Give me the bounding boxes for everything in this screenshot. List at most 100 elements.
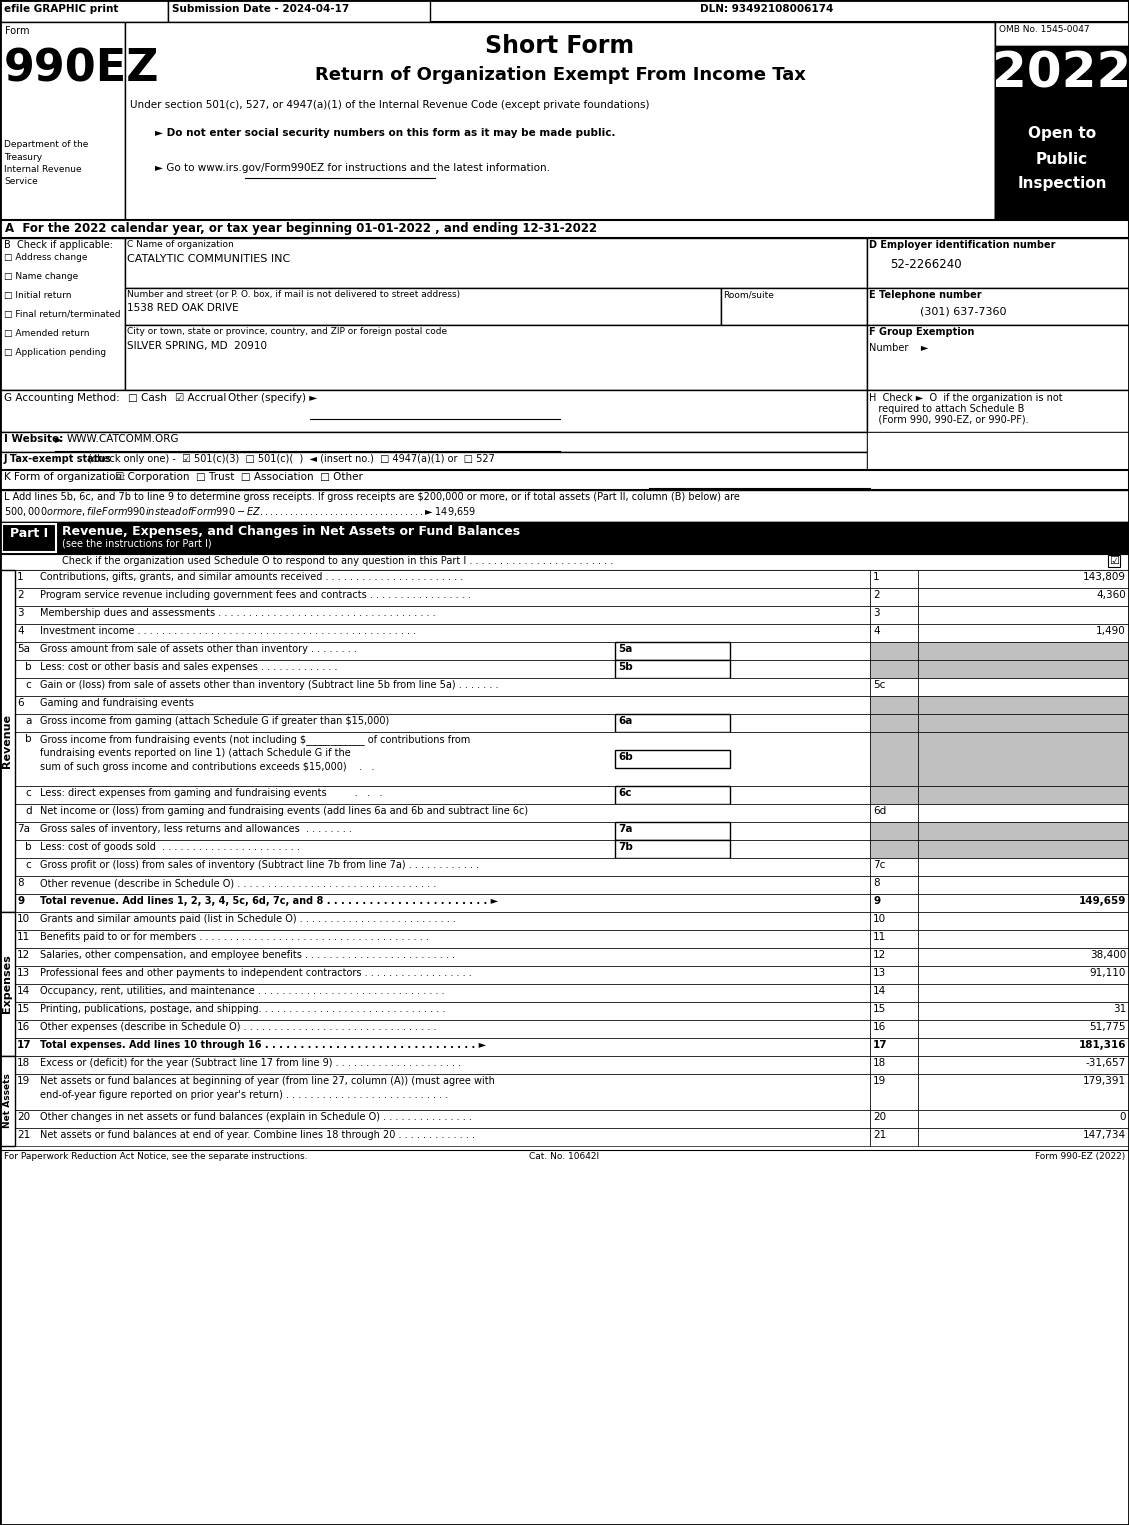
Text: Total revenue. Add lines 1, 2, 3, 4, 5c, 6d, 7c, and 8 . . . . . . . . . . . . .: Total revenue. Add lines 1, 2, 3, 4, 5c,… [40, 897, 498, 906]
Text: Less: direct expenses from gaming and fundraising events         .   .   .: Less: direct expenses from gaming and fu… [40, 788, 383, 798]
Text: 18: 18 [873, 1058, 886, 1068]
Bar [125, 325, 867, 390]
Bar [15, 965, 870, 984]
Bar [870, 570, 918, 589]
Bar [870, 1020, 918, 1039]
Bar [15, 894, 870, 912]
Bar [918, 785, 1129, 804]
Text: B  Check if applicable:: B Check if applicable: [5, 239, 113, 250]
Text: City or town, state or province, country, and ZIP or foreign postal code: City or town, state or province, country… [126, 326, 447, 336]
Text: $500,000 or more, file Form 990 instead of Form 990-EZ . . . . . . . . . . . . .: $500,000 or more, file Form 990 instead … [5, 505, 475, 518]
Bar [0, 390, 867, 432]
Bar [870, 1128, 918, 1145]
Bar [918, 624, 1129, 642]
Bar [870, 1055, 918, 1074]
Text: □ Amended return: □ Amended return [5, 329, 89, 339]
Text: Service: Service [5, 177, 37, 186]
Text: 15: 15 [873, 1003, 886, 1014]
Bar [15, 732, 870, 785]
Text: L Add lines 5b, 6c, and 7b to line 9 to determine gross receipts. If gross recei: L Add lines 5b, 6c, and 7b to line 9 to … [5, 493, 739, 502]
Text: Gross profit or (loss) from sales of inventory (Subtract line 7b from line 7a) .: Gross profit or (loss) from sales of inv… [40, 860, 479, 869]
Text: Other revenue (describe in Schedule O) . . . . . . . . . . . . . . . . . . . . .: Other revenue (describe in Schedule O) .… [40, 878, 436, 888]
Text: b: b [25, 842, 32, 852]
Bar [721, 288, 867, 325]
Bar [995, 46, 1129, 117]
Text: 8: 8 [873, 878, 879, 888]
Text: (301) 637-7360: (301) 637-7360 [920, 307, 1006, 316]
Bar [918, 605, 1129, 624]
Bar [15, 785, 870, 804]
Bar [15, 859, 870, 875]
Bar [867, 325, 1129, 390]
Bar [0, 490, 1129, 522]
Text: (Form 990, 990-EZ, or 990-PF).: (Form 990, 990-EZ, or 990-PF). [869, 415, 1029, 425]
Text: Cat. No. 10642I: Cat. No. 10642I [530, 1151, 599, 1161]
Text: 51,775: 51,775 [1089, 1022, 1126, 1032]
Text: Gross amount from sale of assets other than inventory . . . . . . . .: Gross amount from sale of assets other t… [40, 644, 357, 654]
Bar [0, 432, 867, 451]
Text: 5c: 5c [873, 680, 885, 689]
Text: Gain or (loss) from sale of assets other than inventory (Subtract line 5b from l: Gain or (loss) from sale of assets other… [40, 680, 499, 689]
Text: Other expenses (describe in Schedule O) . . . . . . . . . . . . . . . . . . . . : Other expenses (describe in Schedule O) … [40, 1022, 437, 1032]
Bar [870, 1002, 918, 1020]
Bar [918, 1128, 1129, 1145]
Bar [125, 238, 867, 288]
Text: 0: 0 [1120, 1112, 1126, 1122]
Text: Expenses: Expenses [2, 955, 12, 1014]
Bar [0, 470, 1129, 490]
Text: 20: 20 [873, 1112, 886, 1122]
Text: 13: 13 [873, 968, 886, 978]
Text: 10: 10 [17, 913, 30, 924]
Text: 5a: 5a [618, 644, 632, 654]
Text: DLN: 93492108006174: DLN: 93492108006174 [700, 5, 833, 14]
Bar [867, 432, 1129, 470]
Text: □ Cash: □ Cash [128, 393, 167, 403]
Text: OMB No. 1545-0047: OMB No. 1545-0047 [999, 24, 1089, 34]
Bar [125, 288, 721, 325]
Text: 6d: 6d [873, 807, 886, 816]
Text: 1538 RED OAK DRIVE: 1538 RED OAK DRIVE [126, 303, 238, 313]
Text: ☑ Corporation  □ Trust  □ Association  □ Other: ☑ Corporation □ Trust □ Association □ Ot… [115, 473, 362, 482]
Bar [870, 714, 918, 732]
Text: Program service revenue including government fees and contracts . . . . . . . . : Program service revenue including govern… [40, 590, 471, 599]
Bar [15, 949, 870, 965]
Text: Number and street (or P. O. box, if mail is not delivered to street address): Number and street (or P. O. box, if mail… [126, 290, 461, 299]
Text: 20: 20 [17, 1112, 30, 1122]
Bar [0, 21, 125, 220]
Text: 19: 19 [873, 1077, 886, 1086]
Bar [918, 1039, 1129, 1055]
Bar [995, 21, 1129, 46]
Text: 8: 8 [17, 878, 24, 888]
Text: Return of Organization Exempt From Income Tax: Return of Organization Exempt From Incom… [315, 66, 805, 84]
Text: c: c [25, 788, 30, 798]
Text: 2022: 2022 [992, 50, 1129, 98]
Text: sum of such gross income and contributions exceeds $15,000)    .   .: sum of such gross income and contributio… [40, 762, 375, 772]
Text: ☑ Accrual: ☑ Accrual [175, 393, 227, 403]
Bar [15, 589, 870, 605]
Bar [0, 238, 125, 390]
Text: 2: 2 [873, 590, 879, 599]
Text: 18: 18 [17, 1058, 30, 1068]
Text: CATALYTIC COMMUNITIES INC: CATALYTIC COMMUNITIES INC [126, 255, 290, 264]
Text: 1,490: 1,490 [1096, 625, 1126, 636]
Bar [15, 822, 870, 840]
Text: Net income or (loss) from gaming and fundraising events (add lines 6a and 6b and: Net income or (loss) from gaming and fun… [40, 807, 528, 816]
Text: Net Assets: Net Assets [3, 1074, 12, 1128]
Bar [918, 1002, 1129, 1020]
Text: 7a: 7a [17, 824, 30, 834]
Bar [1108, 555, 1120, 567]
Text: (see the instructions for Part I): (see the instructions for Part I) [62, 538, 211, 549]
Text: c: c [25, 860, 30, 869]
Bar [870, 605, 918, 624]
Text: end-of-year figure reported on prior year's return) . . . . . . . . . . . . . . : end-of-year figure reported on prior yea… [40, 1090, 448, 1100]
Bar [870, 679, 918, 695]
Text: 5b: 5b [618, 662, 632, 673]
Text: D Employer identification number: D Employer identification number [869, 239, 1056, 250]
Text: Professional fees and other payments to independent contractors . . . . . . . . : Professional fees and other payments to … [40, 968, 472, 978]
Text: d: d [25, 807, 32, 816]
Text: 19: 19 [17, 1077, 30, 1086]
Text: ☑: ☑ [1109, 557, 1119, 566]
Text: Less: cost of goods sold  . . . . . . . . . . . . . . . . . . . . . . .: Less: cost of goods sold . . . . . . . .… [40, 842, 300, 852]
Bar [995, 117, 1129, 220]
Text: 4,360: 4,360 [1096, 590, 1126, 599]
